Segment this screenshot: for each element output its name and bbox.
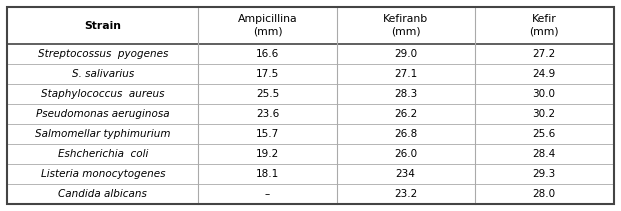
Text: 30.0: 30.0 <box>533 89 556 99</box>
Text: 26.2: 26.2 <box>394 109 417 119</box>
Text: Salmomellar typhimurium: Salmomellar typhimurium <box>35 129 171 139</box>
Text: Streptocossus  pyogenes: Streptocossus pyogenes <box>38 49 168 59</box>
Text: Kefir
(mm): Kefir (mm) <box>529 14 559 37</box>
Text: 15.7: 15.7 <box>256 129 279 139</box>
Text: Eshcherichia  coli: Eshcherichia coli <box>58 149 148 159</box>
Text: 29.3: 29.3 <box>533 169 556 179</box>
Text: Listeria monocytogenes: Listeria monocytogenes <box>40 169 165 179</box>
Text: Strain: Strain <box>84 20 122 31</box>
Text: Candida albicans: Candida albicans <box>58 189 147 199</box>
Text: 24.9: 24.9 <box>533 69 556 79</box>
Text: 30.2: 30.2 <box>533 109 556 119</box>
Text: 28.4: 28.4 <box>533 149 556 159</box>
Text: 23.6: 23.6 <box>256 109 279 119</box>
Text: 23.2: 23.2 <box>394 189 417 199</box>
Text: 28.0: 28.0 <box>533 189 556 199</box>
Text: S. salivarius: S. salivarius <box>72 69 134 79</box>
Text: 28.3: 28.3 <box>394 89 417 99</box>
Text: Ampicillina
(mm): Ampicillina (mm) <box>238 14 297 37</box>
Text: Pseudomonas aeruginosa: Pseudomonas aeruginosa <box>36 109 170 119</box>
Text: 27.1: 27.1 <box>394 69 417 79</box>
Text: 26.8: 26.8 <box>394 129 417 139</box>
Text: –: – <box>265 189 270 199</box>
Text: 27.2: 27.2 <box>533 49 556 59</box>
Text: 234: 234 <box>396 169 415 179</box>
Text: Staphylococcus  aureus: Staphylococcus aureus <box>41 89 165 99</box>
Text: 16.6: 16.6 <box>256 49 279 59</box>
Text: 19.2: 19.2 <box>256 149 279 159</box>
Text: 29.0: 29.0 <box>394 49 417 59</box>
Text: 25.5: 25.5 <box>256 89 279 99</box>
Text: 26.0: 26.0 <box>394 149 417 159</box>
Text: 18.1: 18.1 <box>256 169 279 179</box>
Text: 17.5: 17.5 <box>256 69 279 79</box>
Text: Kefiranb
(mm): Kefiranb (mm) <box>383 14 428 37</box>
Text: 25.6: 25.6 <box>533 129 556 139</box>
